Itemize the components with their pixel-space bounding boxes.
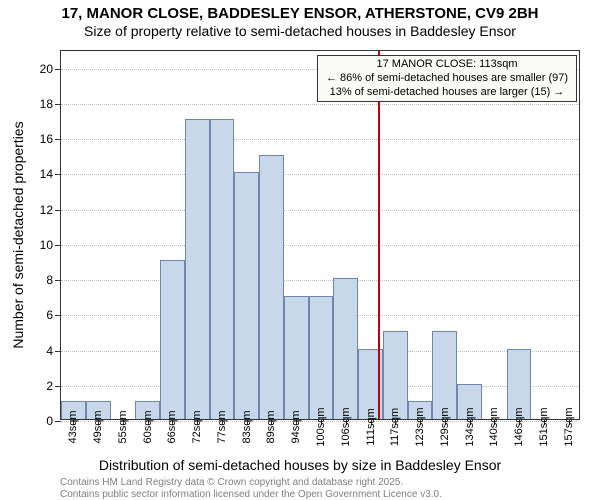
x-tick-label: 146sqm <box>513 407 525 446</box>
gridline <box>61 139 579 140</box>
y-tick <box>55 210 61 211</box>
y-tick-label: 6 <box>46 308 53 322</box>
title-sub: Size of property relative to semi-detach… <box>0 23 600 39</box>
y-tick-label: 2 <box>46 379 53 393</box>
x-tick-label: 151sqm <box>538 407 550 446</box>
y-tick <box>55 315 61 316</box>
y-tick-label: 0 <box>46 414 53 428</box>
y-tick-label: 14 <box>40 167 53 181</box>
y-tick <box>55 351 61 352</box>
bar <box>309 296 334 419</box>
bar <box>432 331 457 419</box>
x-tick-label: 123sqm <box>414 407 426 446</box>
y-tick <box>55 69 61 70</box>
title-main: 17, MANOR CLOSE, BADDESLEY ENSOR, ATHERS… <box>0 5 600 22</box>
x-tick-label: 77sqm <box>216 410 228 443</box>
y-tick <box>55 245 61 246</box>
gridline <box>61 104 579 105</box>
y-tick-label: 16 <box>40 132 53 146</box>
x-tick-label: 100sqm <box>315 407 327 446</box>
x-tick-label: 117sqm <box>389 408 401 446</box>
y-tick-label: 4 <box>46 344 53 358</box>
x-tick-label: 60sqm <box>142 410 154 443</box>
bar <box>210 119 235 419</box>
x-tick-label: 83sqm <box>241 410 253 443</box>
y-tick <box>55 139 61 140</box>
gridline <box>61 174 579 175</box>
bar <box>284 296 309 419</box>
bar <box>333 278 358 419</box>
x-tick-label: 140sqm <box>488 407 500 446</box>
bar <box>185 119 210 419</box>
y-tick <box>55 280 61 281</box>
gridline <box>61 210 579 211</box>
y-tick-label: 10 <box>40 238 53 252</box>
x-tick-label: 55sqm <box>117 410 129 443</box>
x-tick-label: 106sqm <box>340 407 352 446</box>
x-tick-label: 134sqm <box>464 407 476 446</box>
y-tick <box>55 174 61 175</box>
bar <box>383 331 408 419</box>
x-tick-label: 89sqm <box>265 410 277 443</box>
annotation-line: 13% of semi-detached houses are larger (… <box>322 86 572 100</box>
plot-area: 0246810121416182043sqm49sqm55sqm60sqm66s… <box>60 50 580 420</box>
x-axis-label: Distribution of semi-detached houses by … <box>0 457 600 473</box>
y-axis-label: Number of semi-detached properties <box>10 50 26 420</box>
x-tick-label: 43sqm <box>67 410 79 443</box>
gridline <box>61 245 579 246</box>
x-tick-label: 129sqm <box>439 407 451 446</box>
x-tick-label: 49sqm <box>92 410 104 443</box>
y-tick-label: 18 <box>40 97 53 111</box>
annotation-line: ← 86% of semi-detached houses are smalle… <box>322 72 572 86</box>
x-tick-label: 157sqm <box>563 407 575 446</box>
x-tick-label: 111sqm <box>365 408 377 446</box>
y-tick-label: 20 <box>40 62 53 76</box>
attribution-2: Contains public sector information licen… <box>60 489 442 500</box>
bar <box>160 260 185 419</box>
attribution-1: Contains HM Land Registry data © Crown c… <box>60 477 403 488</box>
reference-line <box>378 51 380 419</box>
x-tick-label: 66sqm <box>166 410 178 443</box>
y-tick <box>55 421 61 422</box>
y-tick <box>55 386 61 387</box>
annotation-box: 17 MANOR CLOSE: 113sqm← 86% of semi-deta… <box>317 55 577 102</box>
y-tick <box>55 104 61 105</box>
x-tick-label: 94sqm <box>290 410 302 443</box>
annotation-line: 17 MANOR CLOSE: 113sqm <box>322 58 572 72</box>
y-tick-label: 12 <box>40 203 53 217</box>
x-tick-label: 72sqm <box>191 410 203 443</box>
bar <box>234 172 259 419</box>
y-tick-label: 8 <box>46 273 53 287</box>
bar <box>259 155 284 419</box>
gridline <box>61 280 579 281</box>
